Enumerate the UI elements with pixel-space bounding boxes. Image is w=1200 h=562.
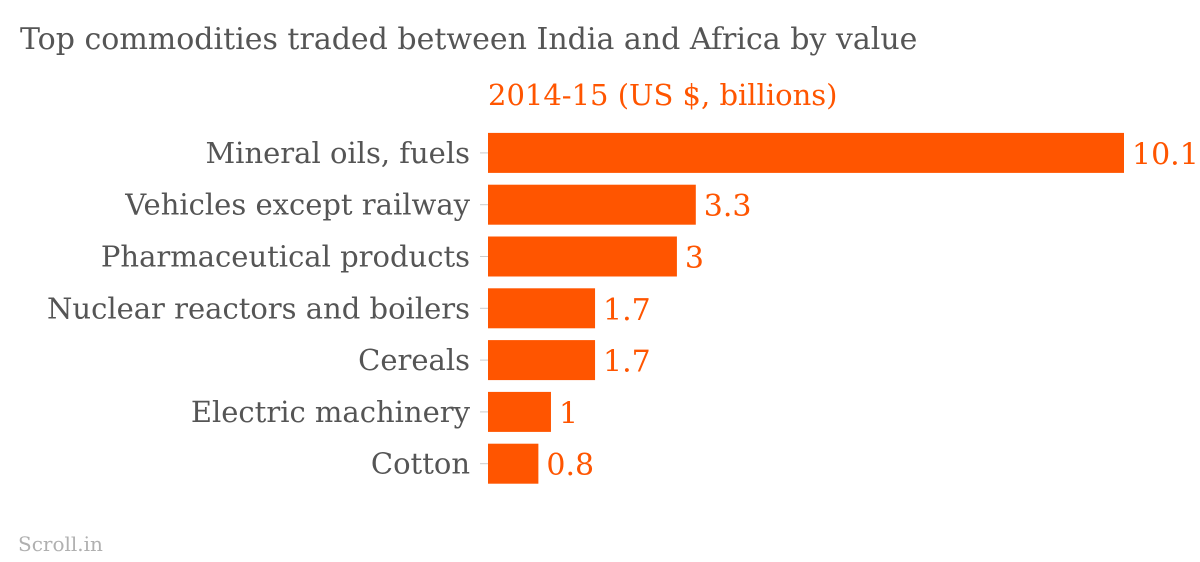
bar xyxy=(488,288,596,329)
category-label: Cotton xyxy=(371,447,470,481)
bar xyxy=(488,443,539,484)
category-label: Pharmaceutical products xyxy=(101,240,470,274)
value-label: 3 xyxy=(685,241,704,276)
value-label: 1.7 xyxy=(603,345,651,380)
value-label: 3.3 xyxy=(704,189,752,224)
bar xyxy=(488,184,696,225)
bar xyxy=(488,340,596,381)
value-label: 10.1 xyxy=(1132,137,1199,172)
bar xyxy=(488,236,677,277)
category-label: Cereals xyxy=(358,343,470,377)
bar xyxy=(488,132,1124,173)
value-label: 0.8 xyxy=(546,448,594,483)
value-label: 1.7 xyxy=(603,293,651,328)
source-credit: Scroll.in xyxy=(18,532,103,556)
value-label: 1 xyxy=(559,396,578,431)
category-label: Mineral oils, fuels xyxy=(205,136,470,170)
category-label: Vehicles except railway xyxy=(124,188,470,222)
chart-subtitle: 2014-15 (US $, billions) xyxy=(488,78,838,112)
chart-title: Top commodities traded between India and… xyxy=(20,22,918,57)
bar xyxy=(488,391,551,432)
category-label: Nuclear reactors and boilers xyxy=(47,291,470,325)
category-label: Electric machinery xyxy=(191,395,471,429)
